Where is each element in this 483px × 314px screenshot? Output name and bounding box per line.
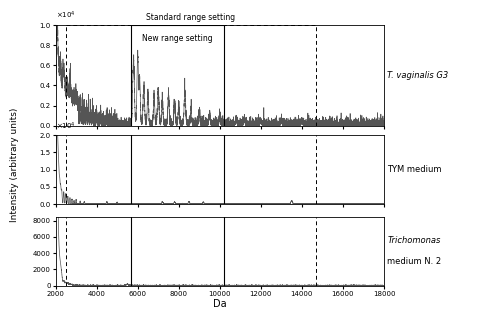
Text: TYM medium: TYM medium (387, 165, 442, 174)
Text: $\times10^4$: $\times10^4$ (56, 121, 75, 132)
Text: Standard range setting: Standard range setting (146, 13, 236, 22)
Text: Trichomonas: Trichomonas (387, 236, 440, 245)
Text: $\times10^4$: $\times10^4$ (56, 10, 75, 21)
Text: medium N. 2: medium N. 2 (387, 257, 441, 266)
Text: New range setting: New range setting (142, 34, 213, 43)
Text: Intensity (arbitrary units): Intensity (arbitrary units) (10, 108, 19, 222)
Text: T. vaginalis G3: T. vaginalis G3 (387, 71, 449, 80)
X-axis label: Da: Da (213, 299, 227, 309)
